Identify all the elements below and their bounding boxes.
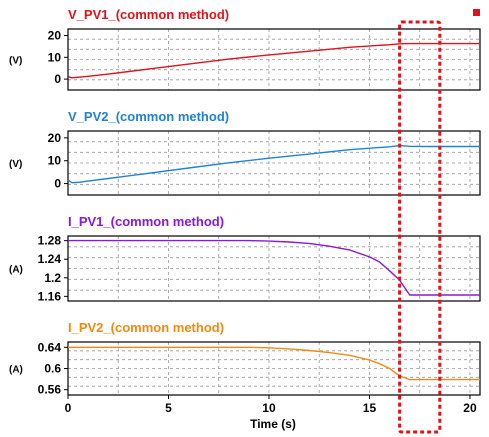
panel-4: I_PV2_(common method) (A) 0.64 0.6 0.56 (9, 320, 481, 397)
plot-frame (67, 28, 481, 91)
series-line (68, 239, 480, 296)
series-line (68, 346, 480, 381)
y-tick-label: 0.56 (38, 383, 62, 397)
y-tick-label: 0 (54, 72, 61, 86)
x-axis-label: Time (s) (250, 417, 296, 431)
plot-frame (67, 130, 481, 196)
x-axis: 0 5 10 15 20 (65, 395, 477, 415)
y-tick-label: 1.28 (38, 234, 62, 248)
y-tick-label: 10 (48, 50, 62, 64)
y-axis-unit: (A) (9, 365, 23, 376)
x-tick-label: 10 (262, 401, 276, 415)
y-tick-label: 0.6 (44, 362, 61, 376)
x-tick-label: 5 (165, 401, 172, 415)
panel-title: I_PV2_(common method) (68, 320, 224, 335)
y-tick-label: 0 (54, 177, 61, 191)
panel-2: V_PV2_(common method) (V) 20 10 0 (9, 109, 481, 196)
y-tick-label: 20 (48, 131, 62, 145)
panel-title: I_PV1_(common method) (68, 214, 224, 229)
series-line (67, 144, 480, 184)
corner-marker (473, 9, 480, 16)
panel-1: V_PV1_(common method) (V) 20 10 0 (9, 7, 481, 91)
y-tick-label: 10 (48, 154, 62, 168)
panels: V_PV1_(common method)(V)20100V_PV2_(comm… (9, 7, 481, 397)
y-axis-unit: (V) (9, 159, 22, 170)
y-axis-unit: (A) (9, 265, 23, 276)
highlight-box (398, 20, 442, 434)
panel-3: I_PV1_(common method) (A) 1.28 1.24 1.2 1.16 (9, 214, 481, 303)
y-tick-label: 1.2 (44, 271, 61, 285)
x-tick-label: 20 (463, 401, 477, 415)
y-tick-label: 0.64 (38, 340, 62, 354)
panel-title: V_PV1_(common method) (68, 7, 229, 22)
y-tick-label: 20 (48, 29, 62, 43)
series-line (67, 42, 480, 79)
y-axis-unit: (V) (9, 56, 22, 67)
y-tick-label: 1.16 (38, 289, 62, 303)
x-tick-label: 0 (65, 401, 72, 415)
plot-frame (67, 235, 481, 302)
panel-title: V_PV2_(common method) (68, 109, 229, 124)
y-tick-label: 1.24 (38, 252, 62, 266)
x-tick-label: 15 (363, 401, 377, 415)
